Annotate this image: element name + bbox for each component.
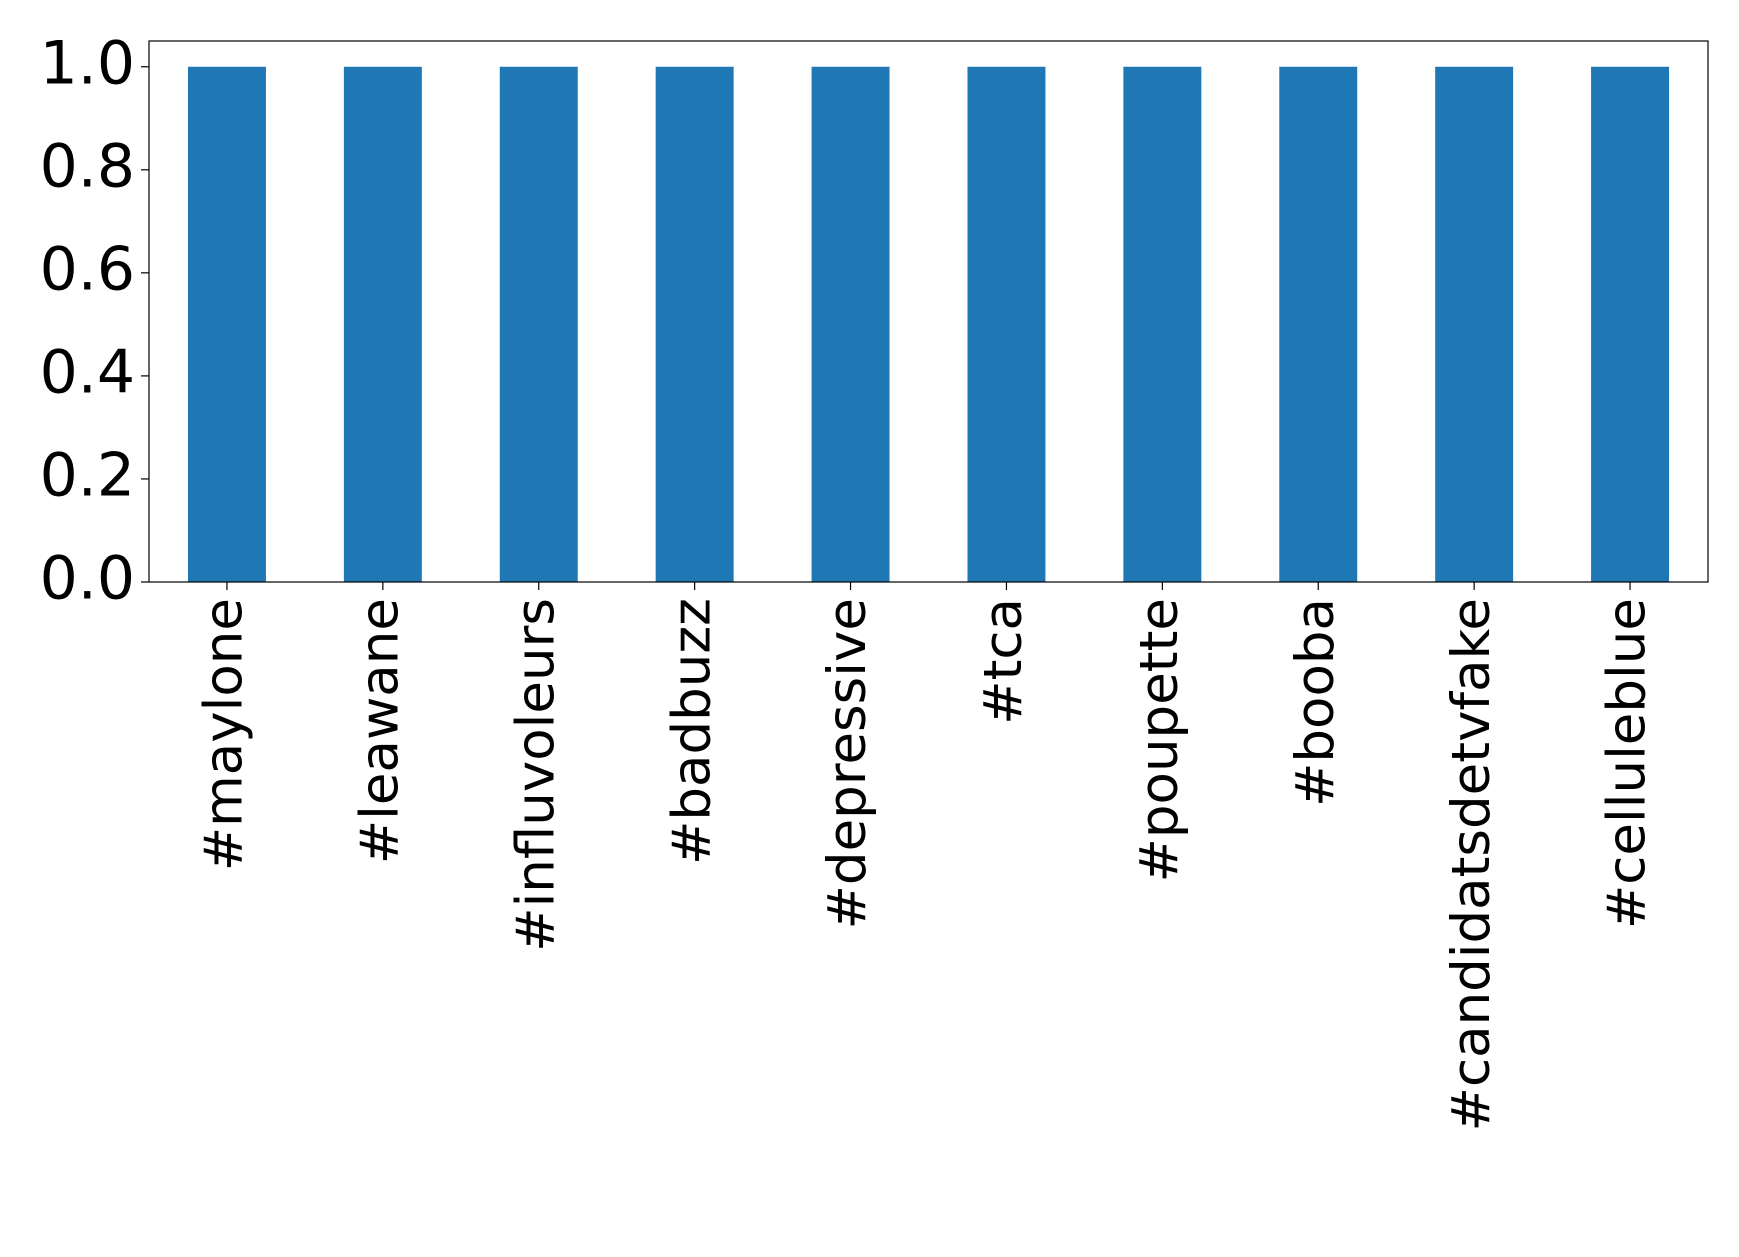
y-tick-label: 0.4 (40, 337, 135, 407)
x-tick-label: #leawane (349, 598, 410, 864)
bar (187, 66, 266, 582)
x-tick-label: #depressive (817, 598, 878, 929)
bar (499, 66, 578, 582)
bar (1435, 66, 1514, 582)
x-tick-label: #influvoleurs (505, 598, 566, 952)
bar (1123, 66, 1202, 582)
bar (967, 66, 1046, 582)
x-tick-label: #maylone (194, 598, 255, 871)
x-tick-label: #poupette (1129, 598, 1190, 883)
bar (1591, 66, 1670, 582)
bar (1279, 66, 1358, 582)
y-tick-label: 0.6 (40, 234, 135, 304)
bar (655, 66, 734, 582)
x-tick-label: #tca (973, 598, 1034, 725)
plot-frame (148, 40, 1709, 583)
y-tick-label: 0.0 (40, 544, 135, 614)
bar (343, 66, 422, 582)
x-tick-label: #booba (1285, 598, 1346, 807)
x-tick-label: #candidatsdetvfake (1441, 598, 1502, 1131)
y-tick-label: 0.8 (40, 131, 135, 201)
x-tick-label: #celluleblue (1597, 598, 1658, 929)
bar (811, 66, 890, 582)
y-tick-label: 1.0 (40, 28, 135, 98)
x-tick-label: #badbuzz (661, 598, 722, 865)
y-tick-label: 0.2 (40, 441, 135, 511)
